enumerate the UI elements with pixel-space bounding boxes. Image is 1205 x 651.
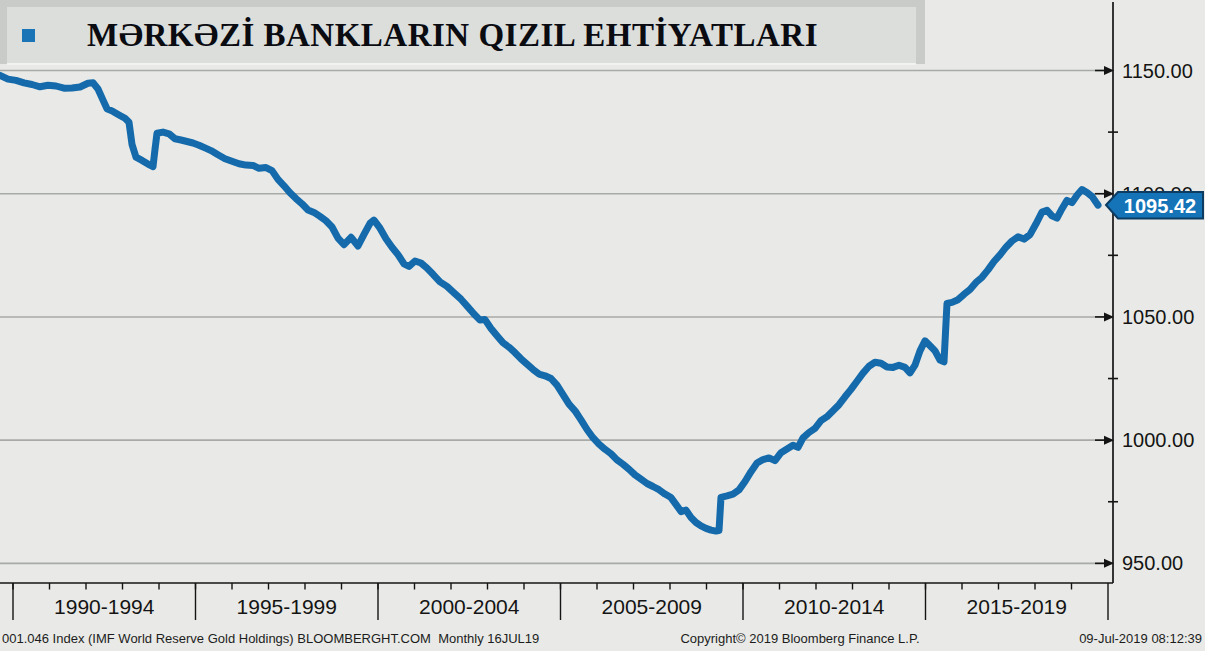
x-axis-label: 2005-2009 <box>602 595 702 618</box>
footer-source-text: 001.046 Index (IMF World Reserve Gold Ho… <box>2 631 539 646</box>
y-axis-label: 1150.00 <box>1122 60 1193 82</box>
x-axis-label: 1995-1999 <box>237 595 337 618</box>
x-axis-label: 2015-2019 <box>967 595 1067 618</box>
footer-timestamp-text: 09-Jul-2019 08:12:39 <box>1079 631 1202 646</box>
y-axis-label: 1000.00 <box>1122 429 1194 451</box>
x-axis-label: 1990-1994 <box>54 595 155 618</box>
x-axis-label: 2010-2014 <box>784 595 885 618</box>
chart-page: MƏRKƏZİ BANKLARIN QIZIL EHTİYATLARI 1150… <box>0 0 1205 651</box>
price-tag-label: 1095.42 <box>1124 195 1196 217</box>
x-axis-label: 2000-2004 <box>419 595 520 618</box>
chart-canvas: 1150.001100.001050.001000.00950.001990-1… <box>0 0 1205 651</box>
y-axis-label: 1050.00 <box>1122 306 1194 328</box>
price-line-series <box>0 75 1098 531</box>
y-axis-label: 950.00 <box>1122 552 1183 574</box>
footer-copyright-text: Copyright© 2019 Bloomberg Finance L.P. <box>680 631 919 646</box>
